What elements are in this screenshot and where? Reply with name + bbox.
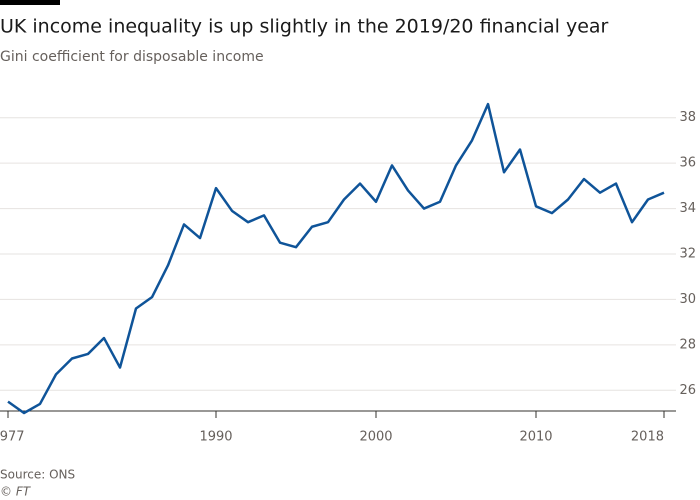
y-tick-label: 26 <box>679 383 696 398</box>
x-tick-label: 1990 <box>199 430 232 445</box>
chart-title: UK income inequality is up slightly in t… <box>0 16 609 38</box>
source: Source: ONS <box>0 468 75 482</box>
x-tick-label: 1977 <box>0 430 25 445</box>
y-tick-label: 34 <box>679 201 696 216</box>
y-tick-label: 30 <box>679 292 696 307</box>
y-tick-label: 36 <box>679 156 696 171</box>
brand-bar <box>0 0 60 5</box>
y-tick-label: 38 <box>679 110 696 125</box>
x-tick-label: 2018 <box>631 430 664 445</box>
x-tick-label: 2000 <box>359 430 392 445</box>
x-tick-label: 2010 <box>519 430 552 445</box>
y-tick-label: 28 <box>679 337 696 352</box>
credit: © FT <box>0 485 32 499</box>
chart-subtitle: Gini coefficient for disposable income <box>0 49 264 65</box>
y-tick-label: 32 <box>679 247 696 262</box>
data-line <box>7 102 665 415</box>
